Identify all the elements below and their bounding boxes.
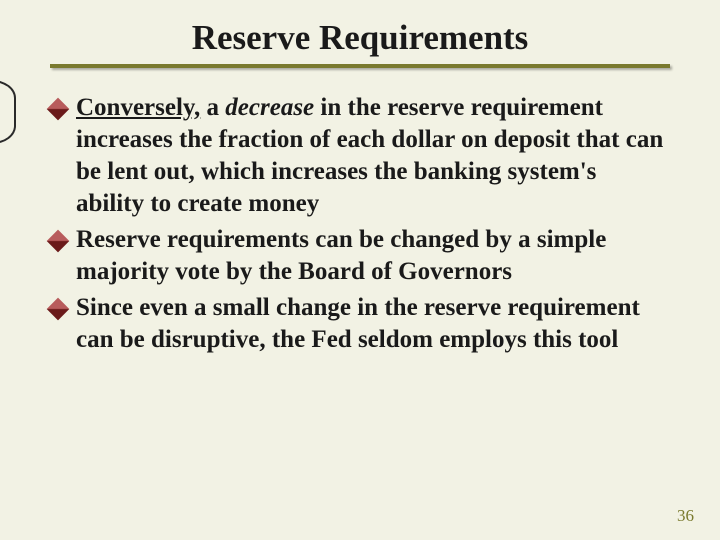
bullet-item: Since even a small change in the reserve… — [50, 292, 670, 356]
italic-word: decrease — [225, 94, 314, 121]
diamond-bullet-icon — [47, 98, 70, 121]
diamond-bullet-icon — [47, 230, 70, 253]
slide-container: Reserve Requirements Conversely, a decre… — [0, 0, 720, 540]
page-number: 36 — [677, 506, 694, 526]
bullet-text: Since even a small change in the reserve… — [76, 292, 670, 356]
bullet-text: Conversely, a decrease in the reserve re… — [76, 92, 670, 220]
bullet-list: Conversely, a decrease in the reserve re… — [50, 92, 670, 356]
title-underline — [50, 64, 670, 68]
slide-title: Reserve Requirements — [50, 18, 670, 58]
bullet-item: Conversely, a decrease in the reserve re… — [50, 92, 670, 220]
bullet-item: Reserve requirements can be changed by a… — [50, 224, 670, 288]
underline-word: Conversely, — [76, 94, 200, 121]
diamond-bullet-icon — [47, 298, 70, 321]
bullet-text: Reserve requirements can be changed by a… — [76, 224, 670, 288]
